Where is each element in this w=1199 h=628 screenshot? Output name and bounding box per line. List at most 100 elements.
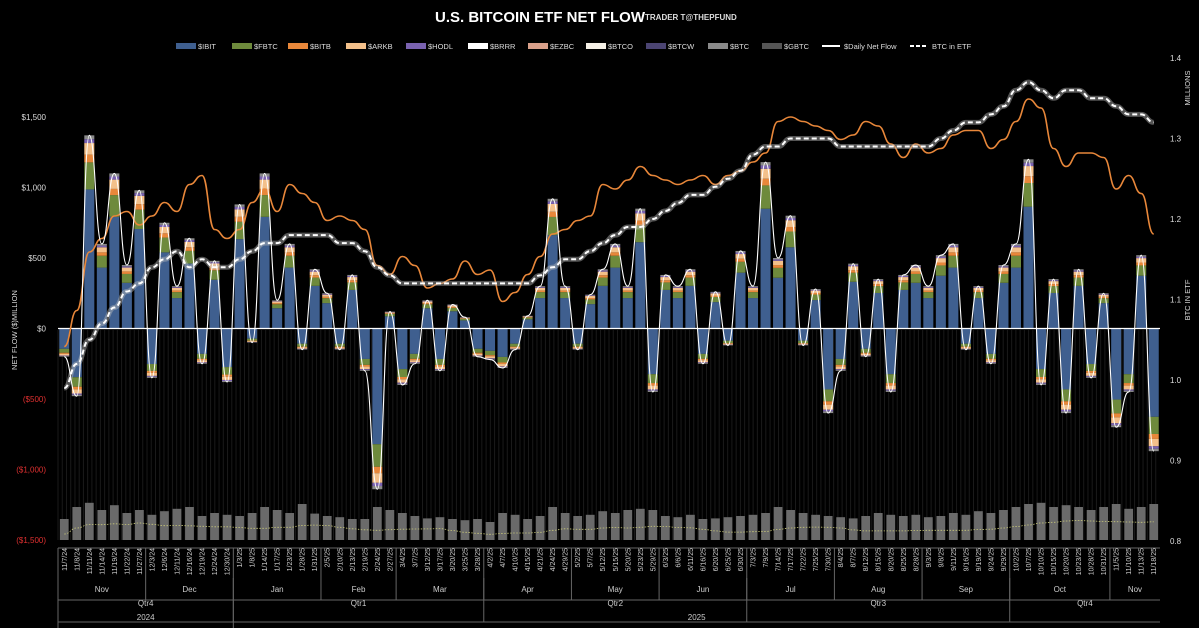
flow-bar [109,176,120,180]
flow-bar [222,328,233,368]
month-label: Feb [352,585,366,594]
flow-bar [234,216,245,222]
x-tick-label: 8/15/25 [876,548,883,571]
flow-bar [159,237,170,253]
flow-bar [785,231,796,248]
x-tick-label: 5/23/25 [638,548,645,571]
flow-bar [1048,292,1059,329]
flow-bar [359,369,370,370]
flow-bar [1123,390,1134,392]
chart-title: U.S. BITCOIN ETF NET FLOW [435,9,646,26]
flow-bar [497,366,508,368]
volume-bar [347,519,357,540]
month-label: Dec [182,585,196,594]
flow-bar [622,287,633,288]
legend-swatch-6 [528,43,548,49]
x-tick-label: 10/20/25 [1064,548,1071,575]
flow-bar [635,213,646,221]
x-tick-label: 1/14/25 [262,548,269,571]
flow-bar [1073,277,1084,286]
flow-bar [222,367,233,375]
flow-bar [885,390,896,392]
legend-label-6: $EZBC [550,42,575,51]
volume-bar [272,510,282,540]
flow-bar [234,204,245,207]
x-tick-label: 8/7/25 [851,548,858,568]
legend-swatch-8 [646,43,666,49]
flow-bar [710,293,721,296]
x-tick-label: 12/3/24 [149,548,156,571]
volume-bar [660,516,670,540]
flow-bar [359,358,370,365]
flow-bar [272,308,283,329]
flow-bar [685,271,696,276]
flow-bar [547,201,558,204]
flow-bar [171,292,182,299]
quarter-label: Qtr4 [1077,599,1093,608]
flow-bar [459,320,470,329]
flow-bar [197,328,208,354]
flow-bar [96,245,107,248]
flow-bar [459,317,470,319]
flow-bar [885,374,896,384]
volume-bar [385,510,395,540]
volume-bar [297,504,307,540]
x-tick-label: 9/24/25 [988,548,995,571]
flow-bar [773,267,784,278]
x-tick-label: 5/29/25 [650,548,657,571]
flow-bar [222,379,233,382]
flow-bar [309,271,320,276]
flow-bar [422,308,433,329]
flow-bar [635,242,646,329]
flow-bar [710,296,721,303]
flow-bar [985,328,996,354]
flow-bar [1048,281,1059,285]
volume-bar [1011,507,1021,540]
flow-bar [735,272,746,329]
volume-bar [1136,507,1146,540]
flow-bar [873,280,884,282]
flow-bar [948,252,959,256]
x-tick-label: 7/3/25 [751,548,758,568]
x-tick-label: 11/10/25 [1126,548,1133,575]
chart-subtitle: TRADER T@THEPFUND [645,13,737,22]
volume-bar [135,510,144,540]
y-axis-label: NET FLOW ($)MILLION [10,290,19,370]
flow-bar [322,296,333,299]
flow-bar [647,328,658,375]
y2-axis-ticks: 1.4 1.3 1.2 1.1 1.0 0.9 0.8 [1170,54,1182,546]
flow-bar [71,377,82,387]
flow-bar [1136,256,1147,259]
volume-bar [911,514,921,540]
flow-bar [1036,379,1047,383]
flow-bar [735,254,746,259]
x-tick-label: 11/18/25 [1151,548,1158,575]
flow-bar [284,243,295,246]
flow-bar [71,393,82,395]
volume-bar [848,518,858,540]
volume-bar [711,518,720,540]
y-tick-5: ($1,000) [16,466,46,475]
flow-bar [84,154,95,163]
flow-bar [547,216,558,236]
month-label: Nov [95,585,109,594]
flow-bar [560,290,571,293]
flow-bar [610,267,621,329]
flow-bar [309,270,320,272]
flow-bar [1086,370,1097,373]
month-label: Apr [521,585,534,594]
flow-bar [697,358,708,361]
volume-bar [773,507,783,540]
volume-bar [861,516,871,540]
flow-bar [71,394,82,397]
y2-tick-2: 1.2 [1170,215,1182,224]
flow-bar [1010,267,1021,329]
flow-bar [59,353,70,356]
x-tick-label: 11/11/24 [87,548,94,574]
flow-bar [1010,252,1021,256]
flow-bar [309,275,320,278]
flow-bar [985,353,996,359]
flow-bar [59,352,70,354]
volume-bar [310,513,320,540]
